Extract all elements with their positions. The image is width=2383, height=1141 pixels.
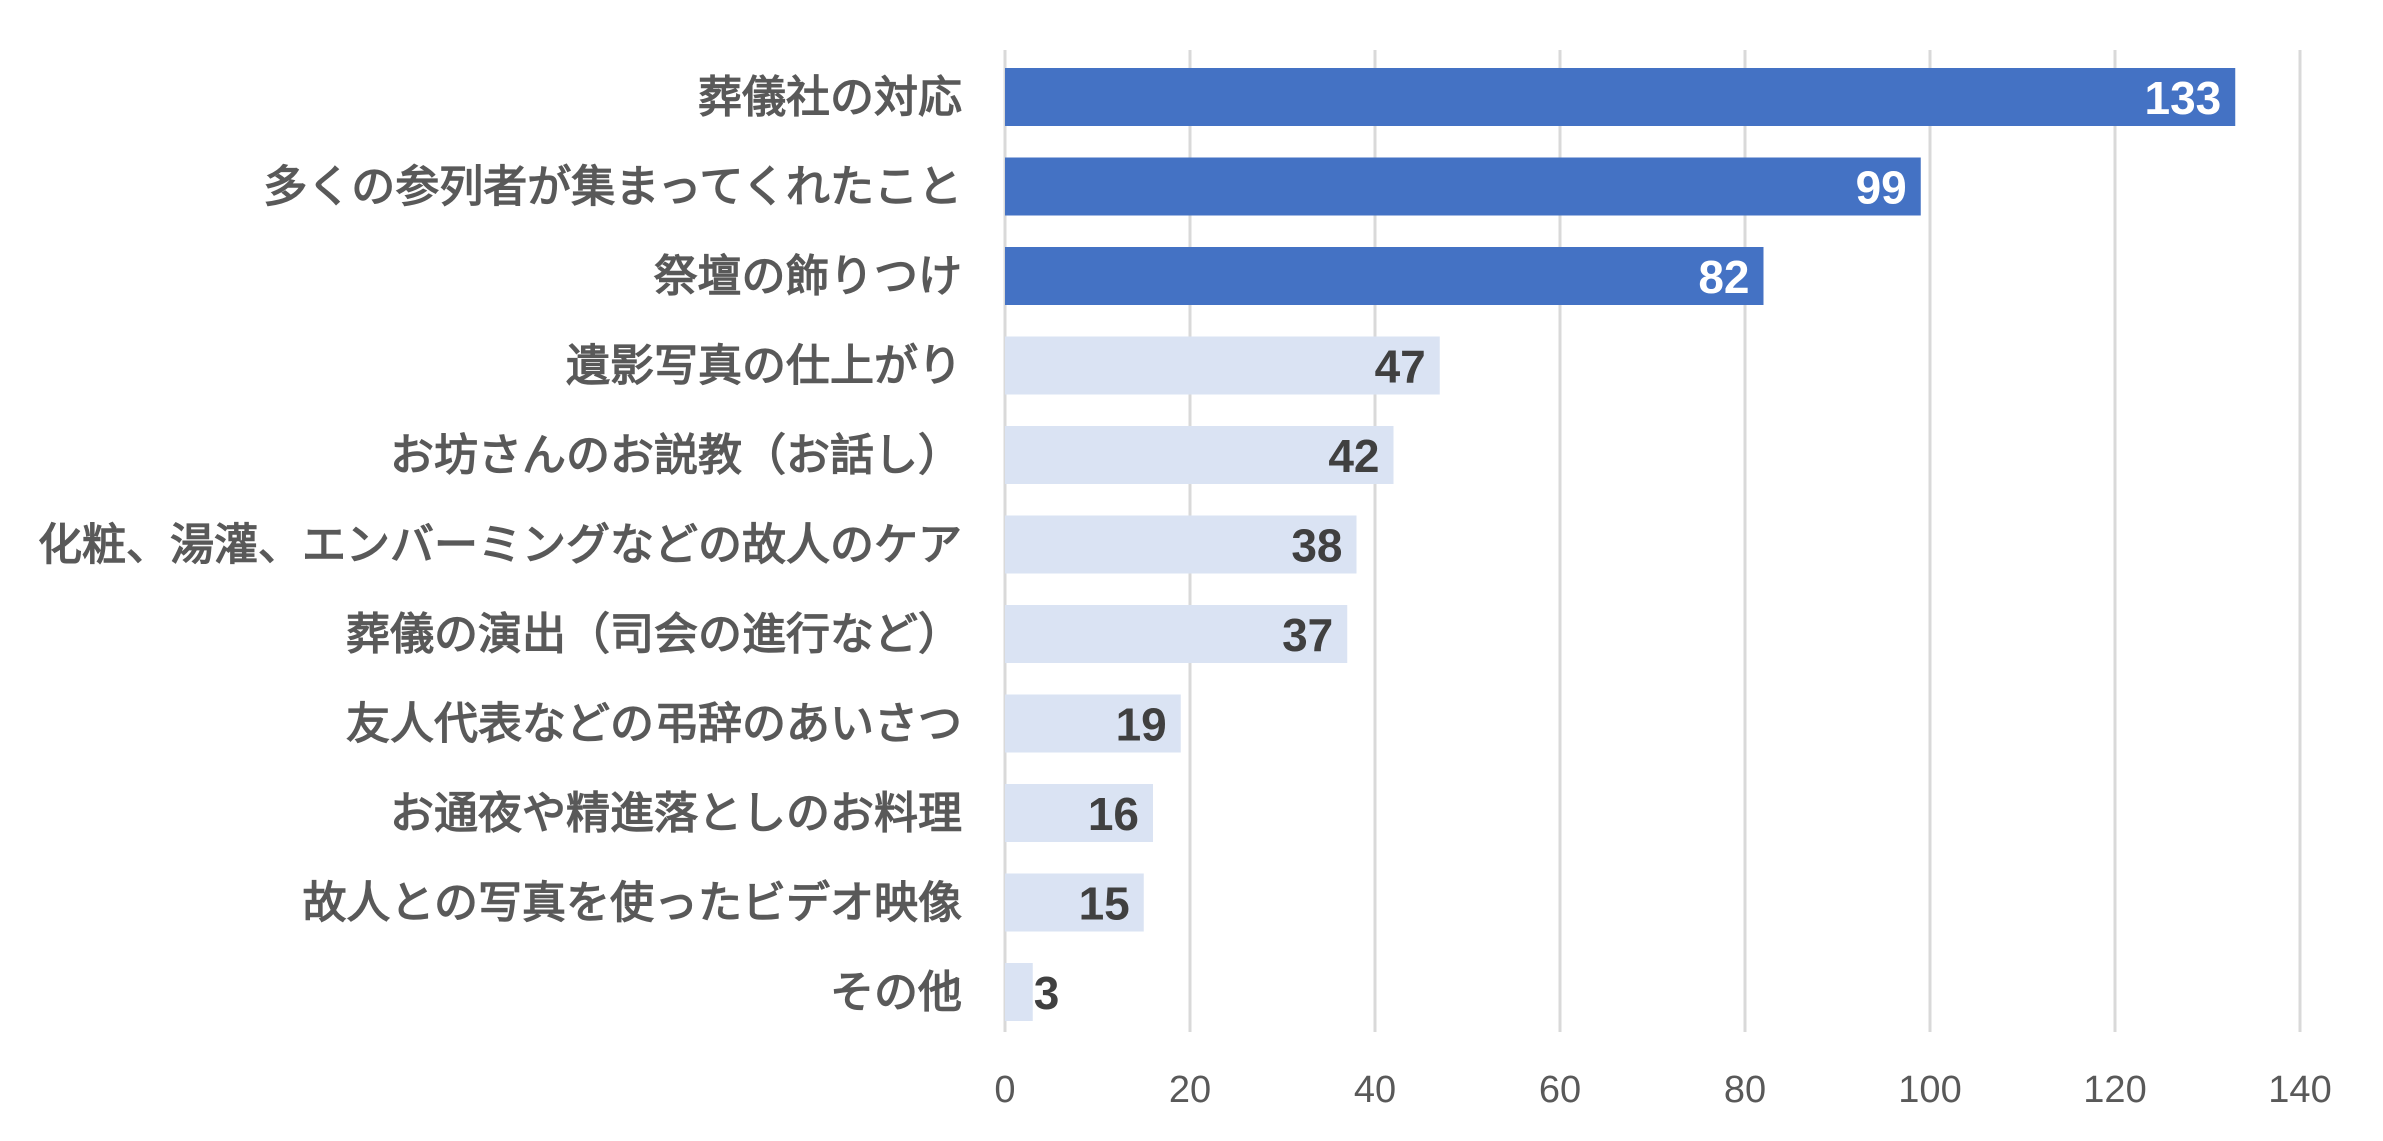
x-tick-label-0: 0 — [994, 1069, 1015, 1111]
bar-6 — [1005, 515, 1357, 574]
x-tick-label-140: 140 — [2268, 1069, 2331, 1111]
bar-2 — [1005, 157, 1921, 216]
x-axis-tick-labels: 0 20 40 60 80 100 120 140 — [994, 1069, 2331, 1111]
category-label-3: 祭壇の飾りつけ — [654, 251, 962, 302]
category-label-10: 故人との写真を使ったビデオ映像 — [302, 878, 962, 929]
x-tick-label-60: 60 — [1539, 1069, 1581, 1111]
bar-9 — [1005, 784, 1153, 842]
value-label-6: 38 — [1291, 520, 1342, 572]
bar-8 — [1005, 694, 1181, 753]
bar-4 — [1005, 336, 1440, 395]
x-tick-label-100: 100 — [1898, 1069, 1961, 1111]
value-labels: 133 99 82 47 42 38 37 19 16 15 3 — [1034, 72, 2222, 1019]
value-label-4: 47 — [1375, 341, 1426, 393]
value-label-7: 37 — [1282, 609, 1333, 661]
value-label-1: 133 — [2145, 72, 2222, 124]
value-label-3: 82 — [1698, 251, 1749, 303]
bar-10 — [1005, 873, 1144, 932]
value-label-5: 42 — [1328, 430, 1379, 482]
bars — [1005, 68, 2236, 1021]
bar-1 — [1005, 68, 2236, 126]
x-tick-label-80: 80 — [1724, 1069, 1766, 1111]
x-tick-label-20: 20 — [1169, 1069, 1211, 1111]
x-tick-label-120: 120 — [2083, 1069, 2146, 1111]
category-label-8: 友人代表などの弔辞のあいさつ — [346, 699, 962, 750]
category-label-1: 葬儀社の対応 — [698, 72, 962, 123]
bar-11 — [1005, 963, 1033, 1021]
value-label-10: 15 — [1079, 878, 1130, 930]
bar-5 — [1005, 426, 1394, 484]
category-label-11: その他 — [830, 967, 962, 1018]
category-label-6: 化粧、湯灌、エンバーミングなどの故人のケア — [38, 520, 962, 571]
value-label-2: 99 — [1856, 162, 1907, 214]
category-label-9: お通夜や精進落としのお料理 — [390, 788, 962, 839]
category-label-4: 遺影写真の仕上がり — [566, 341, 962, 392]
bar-7 — [1005, 605, 1348, 663]
category-label-2: 多くの参列者が集まってくれたこと — [263, 162, 962, 213]
value-label-9: 16 — [1088, 788, 1139, 840]
category-labels: 葬儀社の対応多くの参列者が集まってくれたこと祭壇の飾りつけ遺影写真の仕上がりお坊… — [38, 72, 962, 1018]
value-label-11: 3 — [1034, 967, 1060, 1019]
x-tick-label-40: 40 — [1354, 1069, 1396, 1111]
category-label-5: お坊さんのお説教（お話し） — [390, 430, 962, 481]
category-label-7: 葬儀の演出（司会の進行など） — [346, 609, 962, 660]
value-label-8: 19 — [1116, 699, 1167, 751]
bar-3 — [1005, 247, 1764, 305]
